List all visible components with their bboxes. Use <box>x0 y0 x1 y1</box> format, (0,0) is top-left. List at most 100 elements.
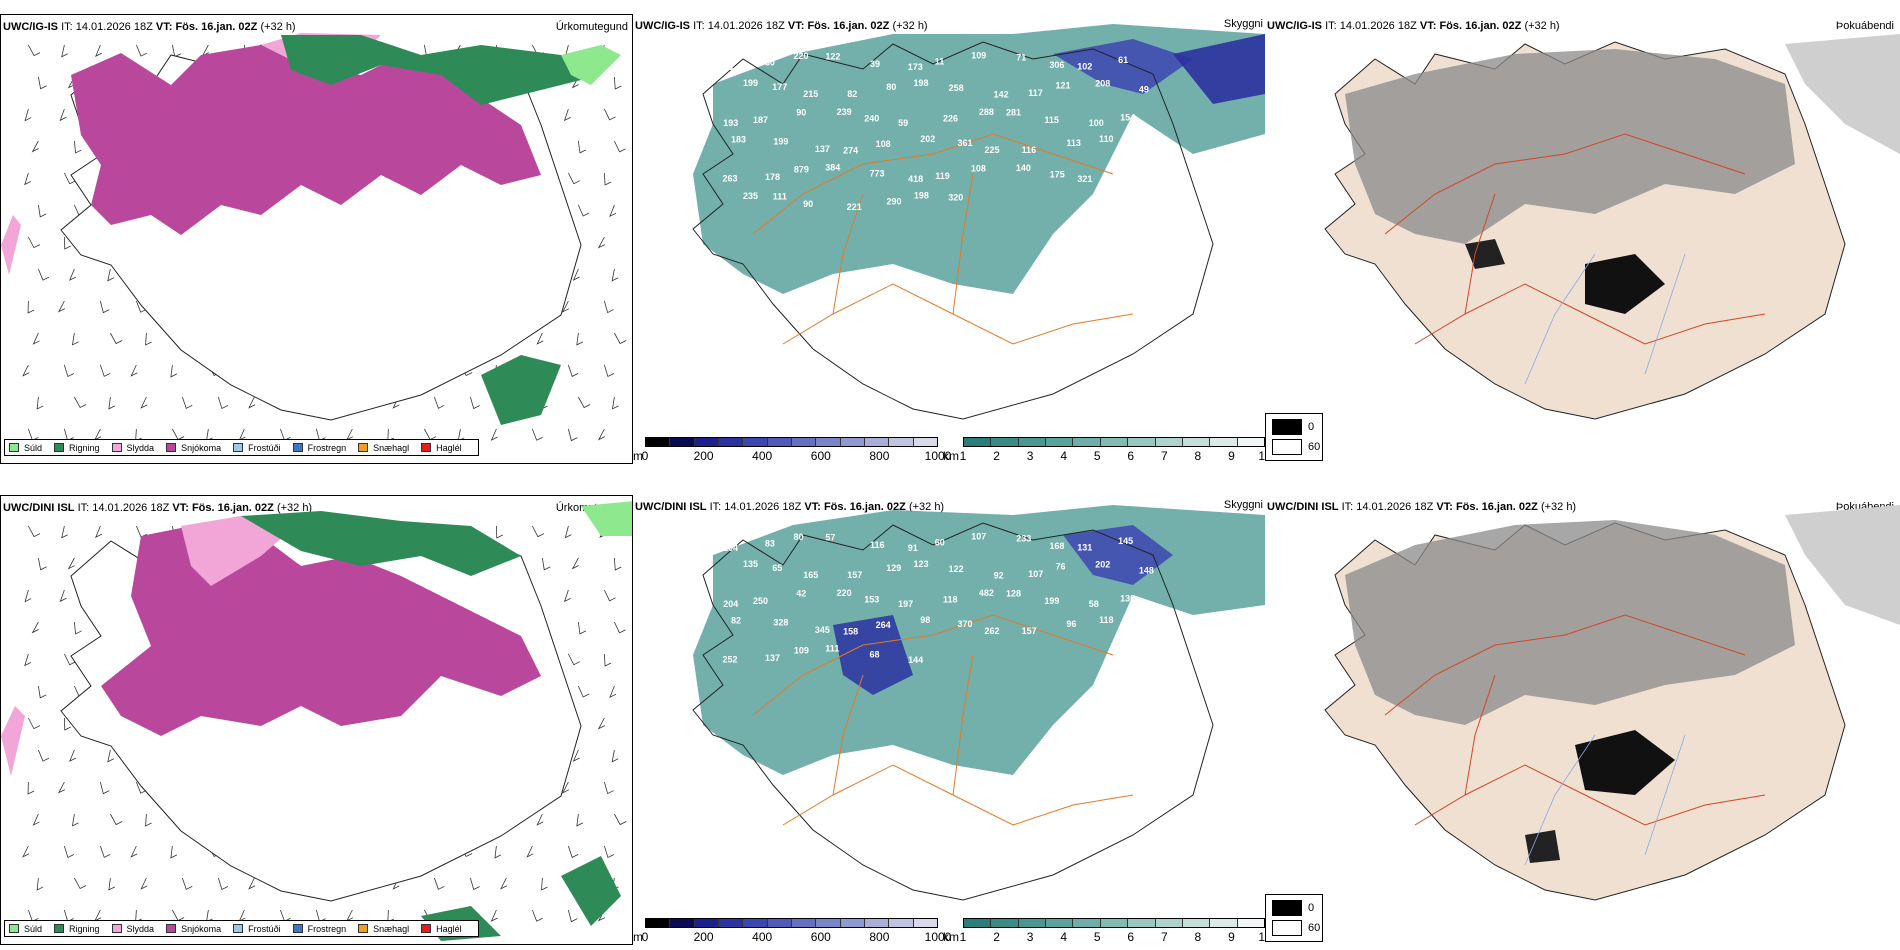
colorbar-segment <box>913 438 937 446</box>
fog-shading-north <box>1345 520 1795 725</box>
visibility-label: 115 <box>1044 115 1059 125</box>
wind-barb <box>433 877 445 890</box>
sleet-strip <box>1 706 25 776</box>
visibility-map: 104 83 80 57 116 91 60 107 233 168 131 145 135 65 165 1… <box>692 505 1265 901</box>
legend-item: Snæhagl <box>358 924 409 934</box>
rivers <box>1524 734 1686 866</box>
visibility-label: 122 <box>825 52 840 62</box>
visibility-label: 137 <box>765 653 780 663</box>
wind-barb <box>578 396 591 409</box>
visibility-label: 183 <box>731 134 746 144</box>
wind-barb <box>24 589 32 603</box>
legend-item: Súld <box>9 924 42 934</box>
wind-barb <box>95 44 103 57</box>
wind-barb <box>95 525 103 538</box>
visibility-label: 39 <box>870 59 880 69</box>
panel-header: UWC/DINI ISL IT: 14.01.2026 18Z VT: Fös.… <box>635 501 945 513</box>
visibility-label: 208 <box>1095 78 1110 88</box>
wind-barb <box>611 396 619 410</box>
colorbar-segment <box>1100 438 1129 446</box>
wind-barb <box>59 589 67 603</box>
visibility-label: 288 <box>979 107 994 117</box>
visibility-label: 328 <box>773 618 788 628</box>
visibility-ticks: 12345678910 <box>960 449 1272 463</box>
visibility-label: 215 <box>803 89 818 99</box>
colorbar-segment <box>1237 438 1264 446</box>
visibility-label: 320 <box>948 193 963 203</box>
wind-barb <box>110 332 123 345</box>
wind-barb <box>495 525 503 539</box>
visibility-label: 321 <box>1077 174 1092 184</box>
visibility-label: 252 <box>723 654 738 664</box>
colorbar-segment <box>1155 919 1183 927</box>
wind-barb <box>611 749 619 763</box>
wind-barb <box>145 332 152 346</box>
colorbar-segment <box>1018 919 1047 927</box>
wind-barb <box>541 877 548 891</box>
visibility-label: 96 <box>1066 619 1076 629</box>
wind-barb <box>136 781 147 794</box>
wind-barb <box>37 204 47 218</box>
wind-barb <box>170 845 178 859</box>
visibility-label: 263 <box>723 173 738 183</box>
fog-legend-item: 60 <box>1272 920 1320 936</box>
visibility-label: 221 <box>847 202 862 212</box>
wind-barb <box>24 108 32 122</box>
wind-barb <box>28 525 41 538</box>
colorbar-segment <box>791 438 817 446</box>
colorbar-tick-label: 2 <box>993 449 1000 463</box>
wind-barb <box>73 140 82 154</box>
fog-swatch <box>1272 439 1302 455</box>
wind-barb <box>28 236 41 249</box>
iceland-coastline <box>692 41 1214 420</box>
colorbar-tick-label: 400 <box>752 930 773 944</box>
wind-barb <box>526 845 534 858</box>
colorbar-segment <box>1046 438 1074 446</box>
visibility-label: 49 <box>1139 84 1149 94</box>
precip-legend: Súld Rigning Slydda Snjókoma Frostúði Fr… <box>4 439 479 456</box>
wind-barb <box>578 204 590 217</box>
elevation-colorbar-row2: m 0 200 400 600 800 1000 <box>633 918 951 946</box>
visibility-label: 242 <box>1127 139 1142 149</box>
wind-barb <box>248 877 256 890</box>
visibility-label: 113 <box>1066 138 1081 148</box>
wind-barb <box>136 300 147 313</box>
visibility-label: 251 <box>1118 170 1133 180</box>
wind-barb <box>564 525 572 539</box>
colorbar-tick-label: 2 <box>993 930 1000 944</box>
wind-barb <box>597 428 606 441</box>
wind-barb <box>490 909 498 922</box>
colorbar-segment <box>670 438 695 446</box>
fog-swatch <box>1272 920 1302 936</box>
visibility-label: 135 <box>743 559 758 569</box>
visibility-label: 60 <box>935 537 945 547</box>
visibility-label: 240 <box>864 114 879 124</box>
fog-legend-item: 0 <box>1272 419 1314 435</box>
visibility-label: 204 <box>723 599 738 609</box>
colorbar-segment <box>1210 438 1238 446</box>
visibility-label: 199 <box>773 137 788 147</box>
colorbar-segment <box>646 438 671 446</box>
visibility-label: 60 <box>765 58 775 68</box>
wind-barb <box>57 300 66 313</box>
drizzle-area <box>561 45 621 85</box>
colorbar-segment <box>1046 919 1074 927</box>
wind-barb <box>603 172 612 186</box>
visibility-label: 165 <box>803 570 818 580</box>
visibility-label: 111 <box>825 643 839 653</box>
panel-title: Úrkomutegund <box>555 21 628 33</box>
colorbar-segment <box>1018 438 1047 446</box>
wind-barb <box>609 685 617 698</box>
very-low-visibility-blue-w <box>833 615 913 695</box>
visibility-label: 482 <box>979 588 994 598</box>
wind-barb <box>130 364 138 377</box>
wind-barb <box>99 364 111 377</box>
visibility-label: 80 <box>794 532 804 542</box>
wind-barb <box>110 813 123 826</box>
visibility-label: 117 <box>1028 88 1043 98</box>
colorbar-segment <box>694 438 719 446</box>
visibility-label: 264 <box>876 620 891 630</box>
colorbar-segment <box>767 438 792 446</box>
wind-barb <box>603 845 615 859</box>
colorbar-tick-label: 800 <box>869 930 890 944</box>
